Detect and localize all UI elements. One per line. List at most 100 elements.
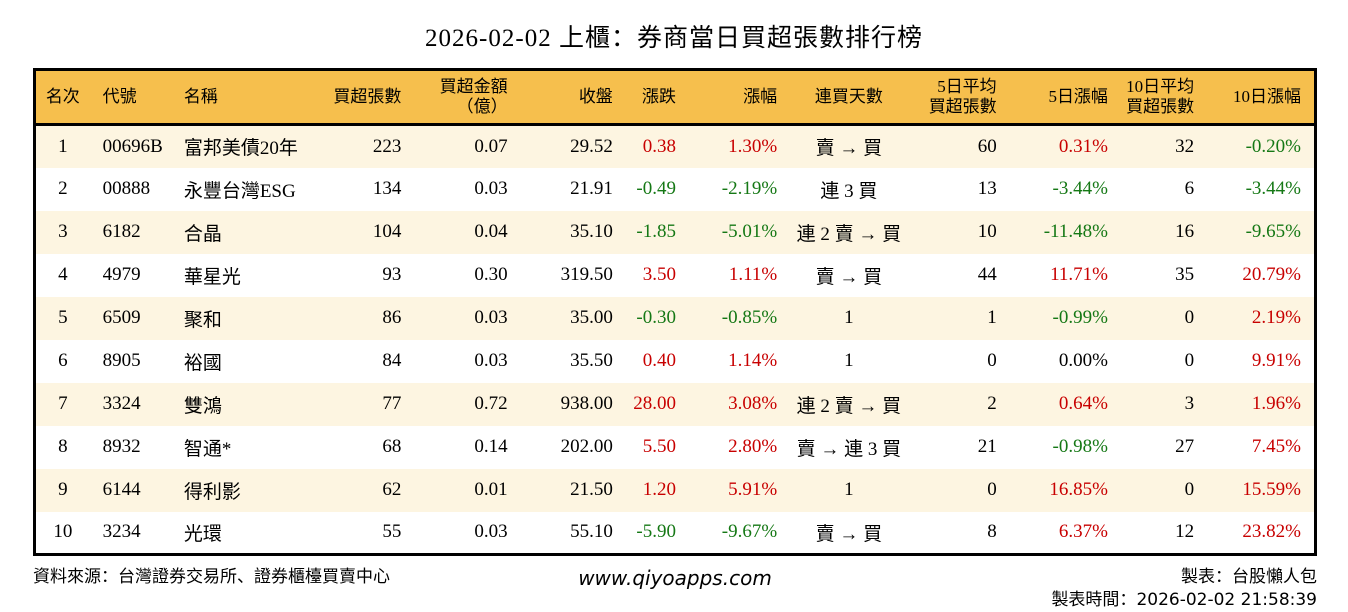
cell-pct10: 7.45% bbox=[1251, 436, 1301, 457]
cell-buy_streak: 連 3 買 bbox=[820, 180, 878, 202]
table-row: 6 8905 裕國 84 0.03 35.50 0.40 1.14% 1 0 0.00% 0 9.91% bbox=[34, 339, 1316, 383]
cell-avg10_net_buy: 6 bbox=[1184, 178, 1195, 199]
col-header-net_buy_amount: 買超金額 （億） bbox=[408, 69, 515, 126]
cell-net_buy_lots: 55 bbox=[382, 521, 402, 543]
cell-name: 華星光 bbox=[183, 266, 241, 288]
cell-close: 21.91 bbox=[570, 178, 613, 199]
cell-rank: 2 bbox=[58, 178, 68, 199]
cell-net_buy_lots: 134 bbox=[372, 178, 402, 199]
cell-avg5_net_buy: 0 bbox=[987, 350, 997, 371]
cell-buy_streak: 1 bbox=[844, 350, 854, 371]
table-row: 1 00696B 富邦美債20年 223 0.07 29.52 0.38 1.30% 賣 → 買… bbox=[34, 124, 1316, 168]
table-row: 4 4979 華星光 93 0.30 319.50 3.50 1.11% 賣 → 買 44 11.7… bbox=[34, 253, 1316, 297]
cell-change: 0.38 bbox=[642, 135, 676, 157]
col-header-net_buy_lots: 買超張數 bbox=[320, 69, 409, 126]
cell-rank: 10 bbox=[53, 521, 73, 543]
cell-avg5_net_buy: 0 bbox=[987, 479, 997, 500]
cell-pct5: -3.44% bbox=[1052, 178, 1108, 199]
cell-code: 00696B bbox=[102, 135, 163, 157]
cell-pct10: -9.65% bbox=[1245, 221, 1301, 242]
cell-net_buy_amount: 0.03 bbox=[474, 307, 508, 328]
cell-pct5: 0.00% bbox=[1058, 350, 1108, 371]
col-header-close: 收盤 bbox=[514, 69, 621, 126]
cell-close: 202.00 bbox=[560, 436, 613, 457]
cell-avg10_net_buy: 35 bbox=[1175, 264, 1195, 285]
cell-net_buy_amount: 0.14 bbox=[474, 436, 508, 457]
table-row: 8 8932 智通* 68 0.14 202.00 5.50 2.80% 賣 → 連 3 買 21… bbox=[34, 425, 1316, 469]
cell-buy_streak: 賣 → 買 bbox=[815, 138, 883, 160]
col-header-code: 代號 bbox=[89, 69, 174, 126]
cell-avg10_net_buy: 0 bbox=[1184, 479, 1195, 500]
cell-change_pct: -0.85% bbox=[721, 307, 778, 328]
cell-avg5_net_buy: 60 bbox=[977, 135, 997, 157]
cell-code: 6144 bbox=[102, 479, 141, 500]
table-row: 2 00888 永豐台灣ESG 134 0.03 21.91 -0.49 -2.19% 連 3 … bbox=[34, 167, 1316, 211]
cell-buy_streak: 1 bbox=[844, 307, 854, 328]
data-source-note: 資料來源：台灣證券交易所、證券櫃檯買賣中心 bbox=[33, 567, 390, 586]
cell-close: 29.52 bbox=[570, 135, 613, 157]
cell-net_buy_amount: 0.07 bbox=[474, 135, 508, 157]
cell-code: 6509 bbox=[102, 307, 141, 328]
table-row: 7 3324 雙鴻 77 0.72 938.00 28.00 3.08% 連 2 賣 → 買 2 0… bbox=[34, 382, 1316, 426]
page-title: 2026-02-02 上櫃：券商當日買超張數排行榜 bbox=[425, 25, 923, 52]
cell-avg5_net_buy: 2 bbox=[987, 393, 997, 414]
cell-name: 裕國 bbox=[183, 352, 222, 374]
cell-pct10: 15.59% bbox=[1242, 479, 1301, 500]
cell-avg5_net_buy: 21 bbox=[977, 436, 997, 457]
cell-rank: 6 bbox=[58, 350, 68, 371]
col-header-buy_streak: 連買天數 bbox=[784, 69, 914, 126]
cell-name: 聚和 bbox=[183, 309, 222, 331]
header-row: 名次 代號 名稱 買超張數 買超金額 （億） 收盤 漲跌 漲幅 連買天數 5日平均 買超張數 5日漲… bbox=[34, 69, 1316, 126]
table-row: 10 3234 光環 55 0.03 55.10 -5.90 -9.67% 賣 → 買 8 6.37… bbox=[34, 511, 1316, 555]
col-header-pct10: 10日漲幅 bbox=[1203, 69, 1316, 126]
ranking-table: 名次 代號 名稱 買超張數 買超金額 （億） 收盤 漲跌 漲幅 連買天數 5日平均 買超張數 5日漲… bbox=[33, 68, 1317, 556]
cell-net_buy_lots: 223 bbox=[372, 135, 402, 157]
col-header-name: 名稱 bbox=[173, 69, 321, 126]
cell-change: 3.50 bbox=[642, 264, 676, 285]
cell-name: 光環 bbox=[183, 523, 222, 545]
cell-buy_streak: 連 2 賣 → 買 bbox=[796, 395, 902, 417]
cell-close: 35.00 bbox=[570, 307, 613, 328]
table-row: 9 6144 得利影 62 0.01 21.50 1.20 5.91% 1 0 16.85% 0 15.… bbox=[34, 468, 1316, 512]
cell-code: 3234 bbox=[102, 521, 141, 543]
made-time-label: 製表時間： bbox=[1051, 590, 1137, 609]
cell-change: 28.00 bbox=[633, 393, 676, 414]
cell-pct10: -3.44% bbox=[1245, 178, 1301, 199]
cell-net_buy_lots: 77 bbox=[382, 393, 402, 414]
cell-rank: 8 bbox=[58, 436, 68, 457]
cell-change: -5.90 bbox=[636, 521, 676, 543]
cell-pct10: 23.82% bbox=[1242, 521, 1301, 543]
cell-avg5_net_buy: 8 bbox=[987, 521, 997, 543]
cell-code: 6182 bbox=[102, 221, 141, 242]
cell-rank: 1 bbox=[58, 135, 68, 157]
cell-pct10: 2.19% bbox=[1251, 307, 1301, 328]
table-container: 名次 代號 名稱 買超張數 買超金額 （億） 收盤 漲跌 漲幅 連買天數 5日平均 買超張數 5日漲… bbox=[33, 68, 1317, 556]
cell-close: 35.50 bbox=[570, 350, 613, 371]
table-row: 3 6182 合晶 104 0.04 35.10 -1.85 -5.01% 連 2 賣 → 買 1… bbox=[34, 210, 1316, 254]
cell-name: 得利影 bbox=[183, 481, 241, 503]
cell-avg5_net_buy: 1 bbox=[987, 307, 997, 328]
cell-buy_streak: 賣 → 買 bbox=[815, 266, 883, 288]
cell-change_pct: -2.19% bbox=[721, 178, 778, 199]
cell-rank: 5 bbox=[58, 307, 68, 328]
cell-close: 938.00 bbox=[560, 393, 613, 414]
cell-close: 21.50 bbox=[570, 479, 613, 500]
cell-pct5: -0.99% bbox=[1052, 307, 1108, 328]
cell-pct10: 1.96% bbox=[1251, 393, 1301, 414]
footer: 資料來源：台灣證券交易所、證券櫃檯買賣中心 www.qiyoapps.com 製… bbox=[33, 565, 1317, 612]
cell-change_pct: -9.67% bbox=[721, 521, 778, 543]
cell-avg10_net_buy: 0 bbox=[1184, 307, 1195, 328]
cell-pct5: 6.37% bbox=[1058, 521, 1108, 543]
cell-avg5_net_buy: 44 bbox=[977, 264, 997, 285]
cell-net_buy_lots: 86 bbox=[382, 307, 402, 328]
cell-net_buy_amount: 0.04 bbox=[474, 221, 508, 242]
cell-buy_streak: 連 2 賣 → 買 bbox=[796, 223, 902, 245]
cell-pct10: -0.20% bbox=[1245, 135, 1301, 157]
col-header-rank: 名次 bbox=[34, 69, 90, 126]
cell-buy_streak: 賣 → 連 3 買 bbox=[796, 438, 902, 460]
cell-pct5: 16.85% bbox=[1049, 479, 1108, 500]
cell-change: 1.20 bbox=[642, 479, 676, 500]
cell-pct5: -11.48% bbox=[1043, 221, 1108, 242]
cell-close: 55.10 bbox=[570, 521, 613, 543]
cell-net_buy_amount: 0.03 bbox=[474, 521, 508, 543]
